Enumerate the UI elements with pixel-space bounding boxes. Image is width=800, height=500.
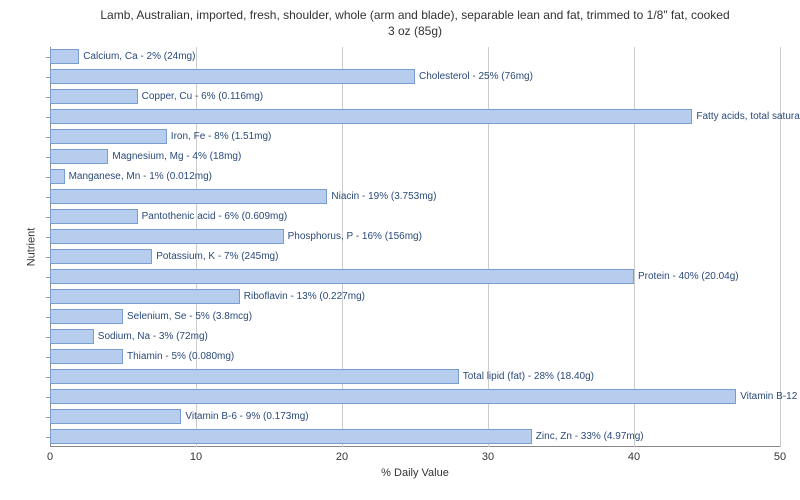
nutrient-bar-label: Riboflavin - 13% (0.227mg): [240, 289, 365, 304]
nutrient-bar-label: Thiamin - 5% (0.080mg): [123, 349, 234, 364]
nutrient-bar: [50, 249, 152, 264]
nutrient-bar: [50, 349, 123, 364]
grid-line: [342, 47, 343, 447]
nutrient-bar-label: Niacin - 19% (3.753mg): [327, 189, 436, 204]
grid-line: [634, 47, 635, 447]
nutrient-bar: [50, 109, 692, 124]
nutrient-bar-label: Zinc, Zn - 33% (4.97mg): [532, 429, 644, 444]
plot-area: Nutrient % Daily Value 01020304050Calciu…: [50, 47, 780, 447]
nutrient-chart: Lamb, Australian, imported, fresh, shoul…: [0, 0, 800, 500]
x-tick-label: 0: [47, 451, 53, 463]
y-axis-line: [50, 47, 51, 447]
x-axis-line: [50, 446, 780, 447]
nutrient-bar: [50, 129, 167, 144]
nutrient-bar-label: Sodium, Na - 3% (72mg): [94, 329, 208, 344]
nutrient-bar-label: Cholesterol - 25% (76mg): [415, 69, 533, 84]
nutrient-bar-label: Vitamin B-12 - 47% (2.80mcg): [736, 389, 800, 404]
nutrient-bar-label: Potassium, K - 7% (245mg): [152, 249, 278, 264]
nutrient-bar: [50, 49, 79, 64]
nutrient-bar: [50, 269, 634, 284]
chart-title-line2: 3 oz (85g): [388, 24, 442, 38]
nutrient-bar-label: Iron, Fe - 8% (1.51mg): [167, 129, 272, 144]
nutrient-bar: [50, 389, 736, 404]
nutrient-bar-label: Vitamin B-6 - 9% (0.173mg): [181, 409, 308, 424]
nutrient-bar-label: Fatty acids, total saturated - 44% (8.77…: [692, 109, 800, 124]
nutrient-bar-label: Protein - 40% (20.04g): [634, 269, 739, 284]
grid-line: [488, 47, 489, 447]
x-tick-label: 20: [336, 451, 348, 463]
nutrient-bar: [50, 169, 65, 184]
x-tick-label: 50: [774, 451, 786, 463]
nutrient-bar-label: Magnesium, Mg - 4% (18mg): [108, 149, 241, 164]
chart-title-line1: Lamb, Australian, imported, fresh, shoul…: [100, 8, 729, 22]
nutrient-bar: [50, 189, 327, 204]
nutrient-bar: [50, 209, 138, 224]
nutrient-bar-label: Pantothenic acid - 6% (0.609mg): [138, 209, 288, 224]
nutrient-bar-label: Manganese, Mn - 1% (0.012mg): [65, 169, 212, 184]
nutrient-bar: [50, 89, 138, 104]
nutrient-bar-label: Calcium, Ca - 2% (24mg): [79, 49, 195, 64]
nutrient-bar-label: Selenium, Se - 5% (3.8mcg): [123, 309, 252, 324]
x-tick-label: 30: [482, 451, 494, 463]
nutrient-bar: [50, 149, 108, 164]
nutrient-bar: [50, 309, 123, 324]
nutrient-bar: [50, 229, 284, 244]
x-tick-label: 40: [628, 451, 640, 463]
x-axis-label: % Daily Value: [381, 467, 449, 479]
grid-line: [780, 47, 781, 447]
nutrient-bar: [50, 429, 532, 444]
grid-line: [196, 47, 197, 447]
nutrient-bar: [50, 69, 415, 84]
nutrient-bar: [50, 409, 181, 424]
nutrient-bar: [50, 369, 459, 384]
nutrient-bar: [50, 329, 94, 344]
nutrient-bar: [50, 289, 240, 304]
nutrient-bar-label: Phosphorus, P - 16% (156mg): [284, 229, 422, 244]
nutrient-bar-label: Total lipid (fat) - 28% (18.40g): [459, 369, 594, 384]
chart-title: Lamb, Australian, imported, fresh, shoul…: [50, 8, 780, 39]
nutrient-bar-label: Copper, Cu - 6% (0.116mg): [138, 89, 264, 104]
x-tick-label: 10: [190, 451, 202, 463]
y-axis-label: Nutrient: [25, 228, 37, 267]
